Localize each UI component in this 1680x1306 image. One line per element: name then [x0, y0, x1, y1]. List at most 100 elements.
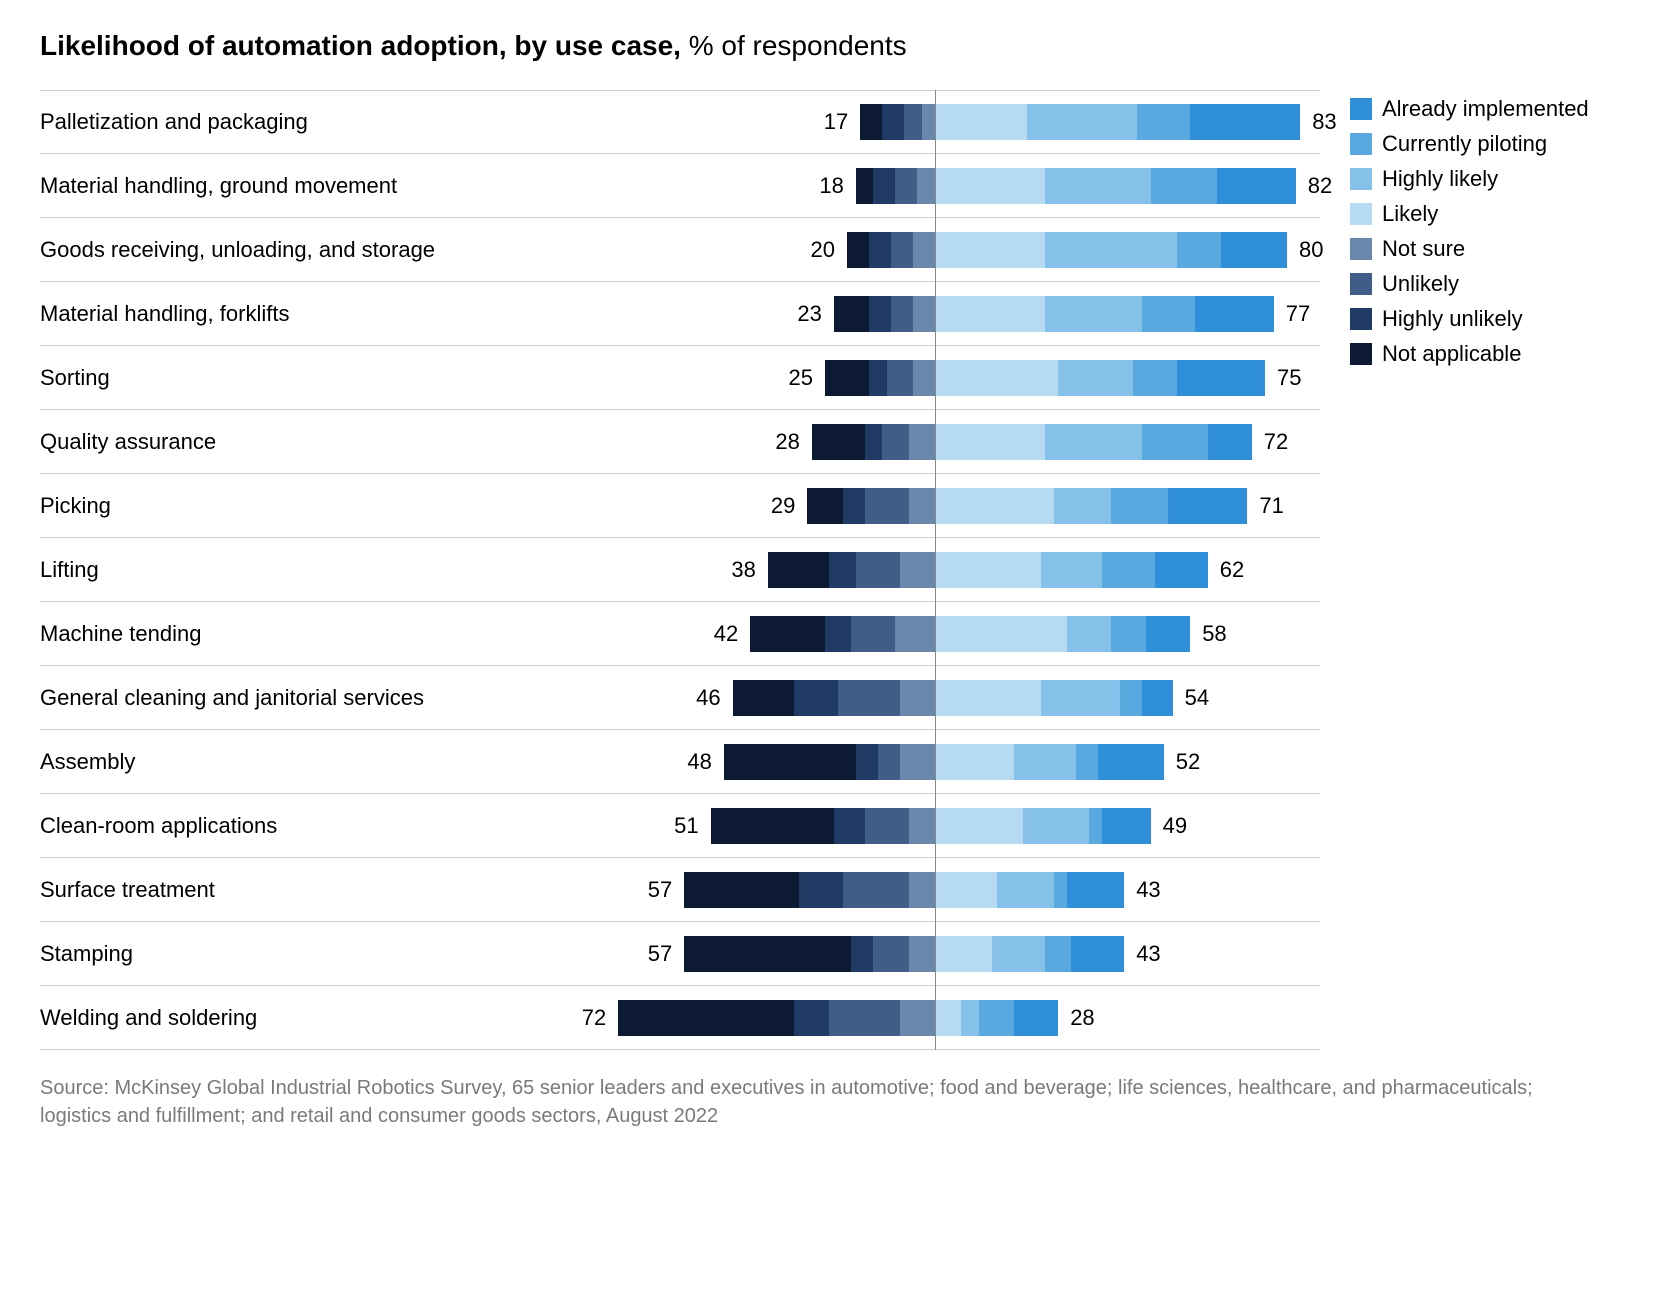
pos-total-label: 82	[1308, 173, 1332, 199]
legend-item: Highly likely	[1350, 162, 1589, 195]
segment-highly_unlikely	[882, 104, 904, 140]
segment-not_applicable	[812, 424, 865, 460]
segment-currently_piloting	[1102, 552, 1155, 588]
positive-stack	[935, 360, 1265, 396]
chart-row: Quality assurance2872	[40, 410, 1320, 474]
segment-not_sure	[900, 1000, 935, 1036]
pos-total-label: 58	[1202, 621, 1226, 647]
segment-unlikely	[873, 936, 908, 972]
segment-highly_likely	[1054, 488, 1111, 524]
segment-likely	[935, 616, 1067, 652]
chart-row: Material handling, forklifts2377	[40, 282, 1320, 346]
segment-already_implemented	[1177, 360, 1265, 396]
segment-already_implemented	[1155, 552, 1208, 588]
diverging-bar-chart: Palletization and packaging1783Material …	[40, 90, 1320, 1050]
segment-not_sure	[900, 680, 935, 716]
positive-stack	[935, 616, 1190, 652]
segment-not_sure	[909, 808, 935, 844]
segment-not_sure	[909, 872, 935, 908]
segment-highly_unlikely	[825, 616, 851, 652]
segment-unlikely	[838, 680, 900, 716]
segment-highly_unlikely	[873, 168, 895, 204]
negative-stack	[812, 424, 935, 460]
segment-likely	[935, 744, 1014, 780]
segment-already_implemented	[1168, 488, 1247, 524]
segment-not_applicable	[684, 936, 851, 972]
legend-swatch	[1350, 238, 1372, 260]
neg-total-label: 23	[797, 301, 821, 327]
segment-already_implemented	[1067, 872, 1124, 908]
segment-highly_likely	[1045, 296, 1142, 332]
legend-item: Highly unlikely	[1350, 302, 1589, 335]
segment-likely	[935, 232, 1045, 268]
segment-currently_piloting	[979, 1000, 1014, 1036]
legend-swatch	[1350, 273, 1372, 295]
negative-stack	[856, 168, 935, 204]
segment-not_applicable	[856, 168, 874, 204]
legend: Already implementedCurrently pilotingHig…	[1350, 90, 1589, 372]
segment-unlikely	[843, 872, 909, 908]
positive-stack	[935, 872, 1124, 908]
chart-row: Surface treatment5743	[40, 858, 1320, 922]
neg-total-label: 29	[771, 493, 795, 519]
segment-already_implemented	[1221, 232, 1287, 268]
pos-total-label: 43	[1136, 877, 1160, 903]
segment-highly_unlikely	[851, 936, 873, 972]
neg-total-label: 18	[819, 173, 843, 199]
row-label: Quality assurance	[40, 429, 550, 455]
negative-stack	[724, 744, 935, 780]
segment-likely	[935, 104, 1027, 140]
segment-not_sure	[909, 488, 935, 524]
legend-swatch	[1350, 168, 1372, 190]
chart-row: Welding and soldering7228	[40, 986, 1320, 1050]
positive-stack	[935, 1000, 1058, 1036]
segment-already_implemented	[1098, 744, 1164, 780]
segment-not_applicable	[825, 360, 869, 396]
row-label: Welding and soldering	[40, 1005, 550, 1031]
legend-label: Not applicable	[1382, 337, 1521, 370]
segment-highly_unlikely	[869, 232, 891, 268]
pos-total-label: 80	[1299, 237, 1323, 263]
segment-already_implemented	[1102, 808, 1150, 844]
segment-already_implemented	[1208, 424, 1252, 460]
chart-title: Likelihood of automation adoption, by us…	[40, 30, 1640, 62]
positive-stack	[935, 296, 1274, 332]
negative-stack	[750, 616, 935, 652]
segment-highly_unlikely	[869, 360, 887, 396]
positive-stack	[935, 680, 1173, 716]
center-axis	[935, 90, 936, 1050]
segment-unlikely	[856, 552, 900, 588]
pos-total-label: 49	[1163, 813, 1187, 839]
legend-swatch	[1350, 98, 1372, 120]
segment-highly_likely	[1041, 552, 1103, 588]
legend-item: Not sure	[1350, 232, 1589, 265]
segment-currently_piloting	[1054, 872, 1067, 908]
segment-likely	[935, 936, 992, 972]
row-label: Surface treatment	[40, 877, 550, 903]
segment-not_applicable	[684, 872, 798, 908]
chart-row: Stamping5743	[40, 922, 1320, 986]
segment-currently_piloting	[1111, 616, 1146, 652]
neg-total-label: 48	[687, 749, 711, 775]
segment-currently_piloting	[1151, 168, 1217, 204]
positive-stack	[935, 424, 1252, 460]
negative-stack	[807, 488, 935, 524]
segment-highly_unlikely	[856, 744, 878, 780]
segment-highly_unlikely	[794, 680, 838, 716]
positive-stack	[935, 744, 1164, 780]
segment-already_implemented	[1195, 296, 1274, 332]
segment-not_sure	[895, 616, 935, 652]
segment-unlikely	[891, 296, 913, 332]
row-label: Picking	[40, 493, 550, 519]
segment-not_applicable	[724, 744, 856, 780]
row-label: Clean-room applications	[40, 813, 550, 839]
segment-already_implemented	[1142, 680, 1173, 716]
segment-already_implemented	[1146, 616, 1190, 652]
segment-highly_unlikely	[834, 808, 865, 844]
segment-not_sure	[909, 936, 935, 972]
segment-not_applicable	[618, 1000, 794, 1036]
segment-not_sure	[917, 168, 935, 204]
segment-likely	[935, 872, 997, 908]
segment-already_implemented	[1014, 1000, 1058, 1036]
neg-total-label: 51	[674, 813, 698, 839]
